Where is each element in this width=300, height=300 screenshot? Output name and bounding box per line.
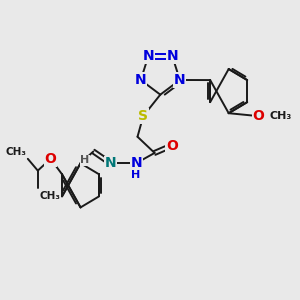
Text: S: S <box>138 109 148 123</box>
Text: O: O <box>253 109 265 123</box>
Text: N: N <box>167 49 178 63</box>
Text: CH₃: CH₃ <box>270 111 292 121</box>
Text: O: O <box>166 139 178 153</box>
Text: H: H <box>131 170 141 180</box>
Text: CH₃: CH₃ <box>39 191 60 201</box>
Text: N: N <box>142 49 154 63</box>
Text: CH₃: CH₃ <box>5 147 26 158</box>
Text: N: N <box>130 156 142 170</box>
Text: O: O <box>45 152 57 166</box>
Text: N: N <box>174 73 186 87</box>
Text: H: H <box>80 155 89 165</box>
Text: N: N <box>135 73 147 87</box>
Text: N: N <box>105 156 116 170</box>
